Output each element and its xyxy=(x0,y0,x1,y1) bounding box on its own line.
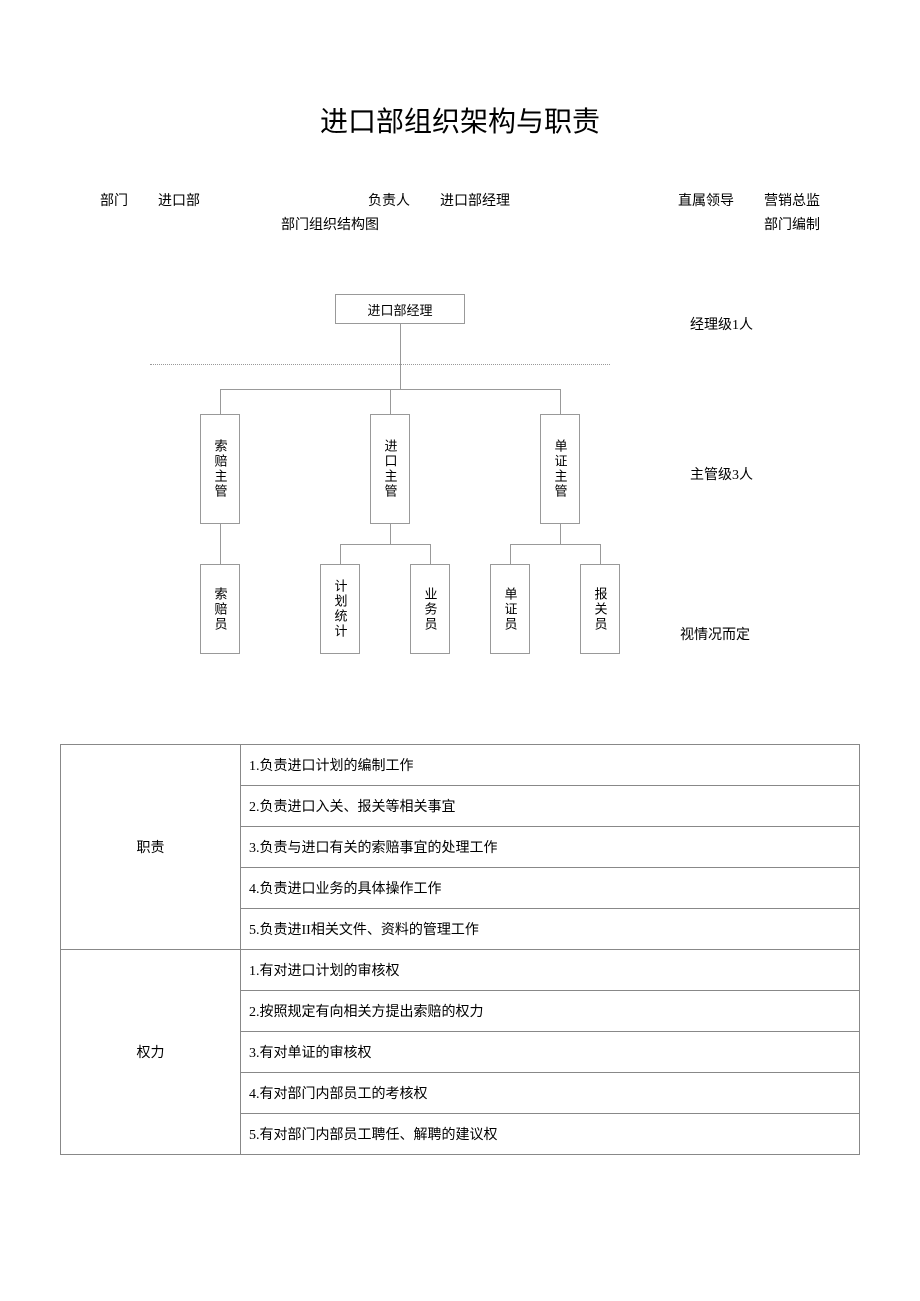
org-line-l3c1_stub xyxy=(510,544,511,564)
org-node-root: 进口部经理 xyxy=(335,294,465,324)
table-item-cell: 1.负责进口计划的编制工作 xyxy=(241,745,860,786)
org-node-l2a: 索赔主管 xyxy=(200,414,240,524)
org-line-l2a_down xyxy=(220,524,221,564)
owner-label: 负责人 xyxy=(368,190,410,210)
dept-value: 进口部 xyxy=(158,190,200,210)
table-item-cell: 4.有对部门内部员工的考核权 xyxy=(241,1073,860,1114)
report-label: 直属领导 xyxy=(678,190,734,210)
table-row: 权力1.有对进口计划的审核权 xyxy=(61,950,860,991)
table-label-cell: 权力 xyxy=(61,950,241,1155)
org-line-l2b_down xyxy=(390,524,391,544)
org-node-l3a: 索赔员 xyxy=(200,564,240,654)
responsibility-table: 职责1.负责进口计划的编制工作2.负责进口入关、报关等相关事宜3.负责与进口有关… xyxy=(60,744,860,1155)
report-value: 营销总监 xyxy=(764,190,820,210)
org-side-side1: 经理级1人 xyxy=(690,314,753,334)
org-line-l3b1_stub xyxy=(340,544,341,564)
org-line-l3b2_stub xyxy=(430,544,431,564)
table-item-cell: 2.负责进口入关、报关等相关事宜 xyxy=(241,786,860,827)
table-item-cell: 3.负责与进口有关的索赔事宜的处理工作 xyxy=(241,827,860,868)
org-side-side3: 视情况而定 xyxy=(680,624,750,644)
org-line-l2a_stub xyxy=(220,389,221,414)
page-title: 进口部组织架构与职责 xyxy=(60,100,860,140)
dept-label: 部门 xyxy=(100,190,128,210)
owner-value: 进口部经理 xyxy=(440,190,510,210)
org-line-l3c_horiz xyxy=(510,544,600,545)
table-item-cell: 3.有对单证的审核权 xyxy=(241,1032,860,1073)
header-row: 部门 进口部 负责人 进口部经理 直属领导 营销总监 xyxy=(60,190,860,210)
subheader-row: 部门组织结构图 部门编制 xyxy=(60,214,860,234)
org-node-l3b2: 业务员 xyxy=(410,564,450,654)
org-line-l3c2_stub xyxy=(600,544,601,564)
org-node-l3b1: 计划统计 xyxy=(320,564,360,654)
table-row: 职责1.负责进口计划的编制工作 xyxy=(61,745,860,786)
table-item-cell: 1.有对进口计划的审核权 xyxy=(241,950,860,991)
org-line-l2c_stub xyxy=(560,389,561,414)
org-node-l3c1: 单证员 xyxy=(490,564,530,654)
org-line-dotted_l2 xyxy=(150,364,610,365)
org-line-conn_root_down xyxy=(400,324,401,364)
table-item-cell: 4.负责进口业务的具体操作工作 xyxy=(241,868,860,909)
subheader-left: 部门组织结构图 xyxy=(100,214,460,234)
org-side-side2: 主管级3人 xyxy=(690,464,753,484)
org-chart: 进口部经理索赔主管 进口主管 单证主管索赔员 计划统计 业务员单证员 报关员 经理级1人主管… xyxy=(100,294,820,714)
org-node-l2c: 单证主管 xyxy=(540,414,580,524)
table-item-cell: 2.按照规定有向相关方提出索赔的权力 xyxy=(241,991,860,1032)
org-node-l3c2: 报关员 xyxy=(580,564,620,654)
org-node-l2b: 进口主管 xyxy=(370,414,410,524)
org-line-l2b_stub xyxy=(390,389,391,414)
subheader-right: 部门编制 xyxy=(460,214,820,234)
table-label-cell: 职责 xyxy=(61,745,241,950)
table-item-cell: 5.有对部门内部员工聘任、解聘的建议权 xyxy=(241,1114,860,1155)
org-line-l3b_horiz xyxy=(340,544,430,545)
table-item-cell: 5.负责进II相关文件、资料的管理工作 xyxy=(241,909,860,950)
org-line-l2c_down xyxy=(560,524,561,544)
org-line-l2_root_stub xyxy=(400,364,401,389)
